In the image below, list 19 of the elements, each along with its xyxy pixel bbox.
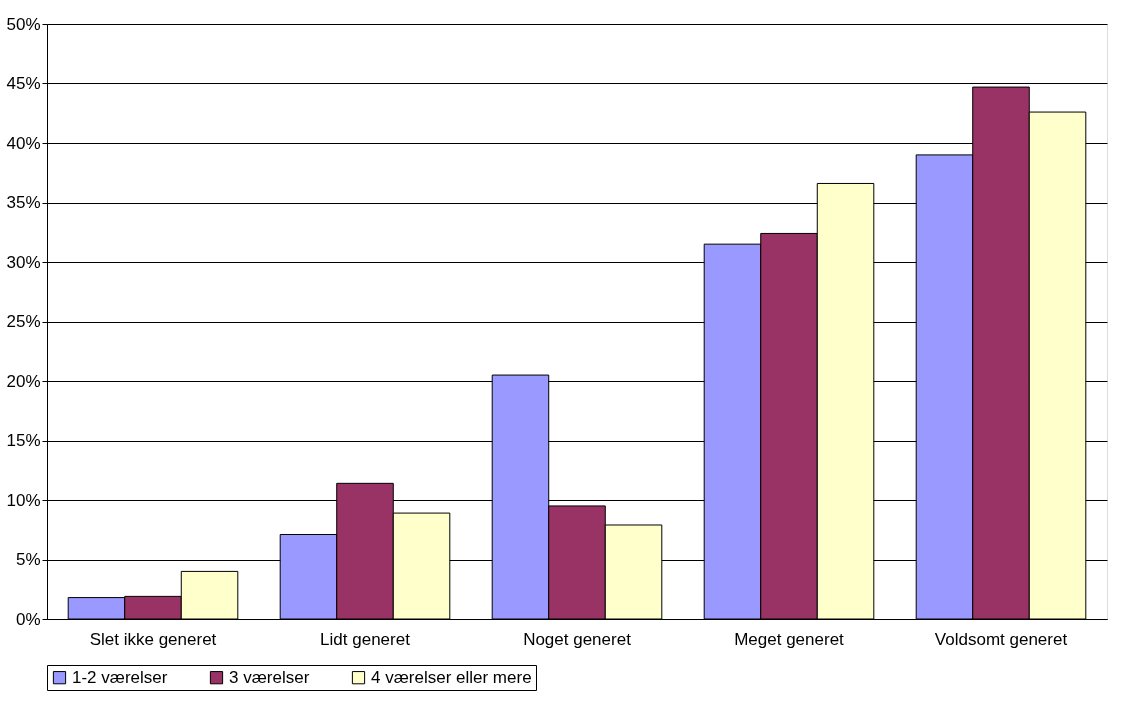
legend-label: 4 værelser eller mere <box>371 667 532 687</box>
y-tick-label: 45% <box>6 74 41 93</box>
y-tick-label: 40% <box>6 133 41 153</box>
y-tick-label: 35% <box>6 193 41 212</box>
y-tick-label: 30% <box>6 252 41 272</box>
y-tick-label: 15% <box>6 431 41 450</box>
x-tick-label: Meget generet <box>734 629 845 649</box>
x-tick-label: Lidt generet <box>320 629 411 649</box>
y-tick-label: 25% <box>6 312 41 331</box>
legend-label: 3 værelser <box>229 667 310 687</box>
x-tick-label: Noget generet <box>523 629 632 649</box>
y-tick-label: 0% <box>15 609 41 629</box>
x-tick-label: Voldsomt generet <box>934 629 1068 649</box>
x-tick-label: Slet ikke generet <box>89 629 217 649</box>
y-tick-label: 10% <box>6 490 41 510</box>
y-tick-label: 5% <box>15 550 41 569</box>
y-tick-label: 50% <box>6 14 41 34</box>
y-tick-label: 20% <box>6 371 41 391</box>
legend-label: 1-2 værelser <box>72 667 168 687</box>
